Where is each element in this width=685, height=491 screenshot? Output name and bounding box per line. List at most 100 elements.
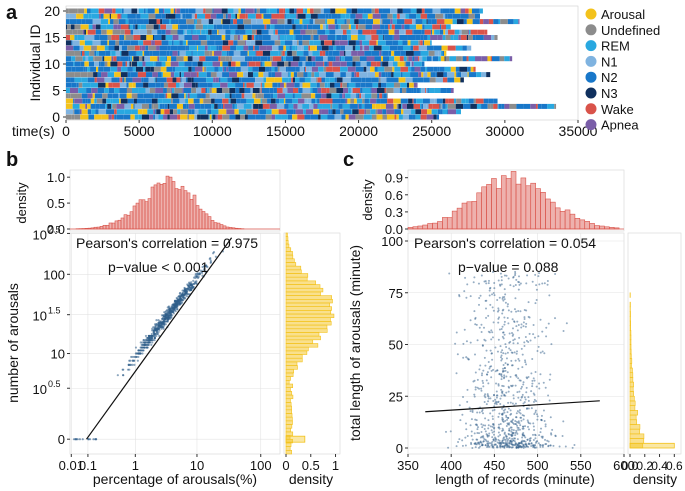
- hypnogram-segment: [247, 56, 253, 62]
- hypnogram-segment: [397, 40, 403, 46]
- data-point: [148, 336, 151, 340]
- hypnogram-segment: [281, 24, 285, 30]
- hypnogram-segment: [417, 77, 424, 83]
- data-point: [476, 432, 479, 435]
- data-point: [497, 400, 500, 403]
- hypnogram-segment: [162, 72, 171, 78]
- hypnogram-segment: [333, 45, 337, 51]
- hypnogram-segment: [166, 66, 173, 72]
- data-point: [520, 326, 523, 329]
- hypnogram-segment: [315, 98, 318, 104]
- hypnogram-segment: [254, 35, 256, 40]
- data-point: [532, 444, 535, 447]
- data-point: [485, 379, 488, 382]
- hypnogram-segment: [468, 29, 470, 35]
- hypnogram-segment: [196, 45, 198, 51]
- hypnogram-segment: [283, 82, 286, 88]
- data-point: [488, 294, 491, 297]
- hypnogram-segment: [370, 114, 372, 120]
- hypnogram-segment: [442, 109, 448, 115]
- data-point: [502, 363, 505, 366]
- hypnogram-segment: [332, 66, 341, 72]
- data-point: [482, 424, 485, 427]
- hypnogram-segment: [426, 88, 428, 93]
- hypnogram-segment: [121, 66, 128, 72]
- histogram-bar: [216, 222, 221, 230]
- data-point: [483, 438, 486, 441]
- histogram-bar: [210, 220, 215, 230]
- hypnogram-segment: [444, 19, 453, 25]
- data-point: [561, 435, 564, 438]
- hypnogram-segment: [68, 93, 71, 99]
- y-tick-label-exponent: 1.5: [48, 306, 61, 316]
- data-point: [520, 419, 523, 422]
- data-point: [155, 331, 159, 334]
- data-point: [487, 279, 490, 282]
- hypnogram-segment: [285, 8, 290, 14]
- hypnogram-segment: [198, 72, 207, 78]
- data-point: [487, 434, 490, 437]
- hypnogram-segment: [278, 35, 280, 40]
- hypnogram-segment: [379, 93, 383, 99]
- histogram-bar: [629, 442, 675, 449]
- hypnogram-segment: [279, 8, 284, 14]
- data-point: [491, 425, 494, 428]
- data-point: [518, 336, 521, 339]
- data-point: [175, 296, 178, 300]
- hypnogram-segment: [192, 61, 198, 67]
- hypnogram-segment: [462, 56, 467, 62]
- hypnogram-segment: [126, 93, 132, 99]
- data-point: [166, 306, 169, 309]
- data-point: [522, 321, 525, 324]
- hypnogram-segment: [335, 109, 341, 115]
- x-tick-label: 450: [484, 458, 506, 473]
- hypnogram-segment: [307, 24, 310, 30]
- data-point: [500, 359, 503, 362]
- hypnogram-segment: [325, 19, 328, 25]
- hypnogram-segment: [440, 109, 443, 115]
- data-point: [538, 434, 541, 437]
- hypnogram-segment: [205, 88, 208, 93]
- data-point: [510, 331, 513, 334]
- hypnogram-segment: [378, 82, 382, 88]
- hypnogram-segment: [393, 72, 401, 78]
- hypnogram-segment: [272, 56, 275, 62]
- hypnogram-segment: [197, 50, 205, 56]
- hypnogram-segment: [382, 50, 389, 56]
- hypnogram-segment: [255, 29, 257, 35]
- hypnogram-segment: [490, 103, 494, 109]
- hypnogram-segment: [415, 35, 421, 40]
- histogram-bar: [285, 251, 293, 256]
- hypnogram-segment: [275, 98, 280, 104]
- hypnogram-segment: [270, 93, 274, 99]
- hypnogram-segment: [81, 77, 88, 83]
- hypnogram-segment: [293, 103, 298, 109]
- histogram-bar: [285, 413, 293, 418]
- panel-b-scatter-frame: [69, 232, 281, 455]
- hypnogram-segment: [160, 19, 163, 25]
- hypnogram-segment: [310, 8, 314, 14]
- hypnogram-segment: [347, 40, 349, 46]
- hypnogram-segment: [461, 56, 463, 62]
- hypnogram-segment: [372, 103, 376, 109]
- hypnogram-segment: [162, 103, 165, 109]
- hypnogram-segment: [326, 88, 330, 93]
- histogram-bar: [126, 214, 131, 230]
- hypnogram-segment: [70, 77, 75, 83]
- hypnogram-segment: [315, 56, 324, 62]
- histogram-bar: [515, 183, 522, 230]
- hypnogram-segment: [321, 77, 326, 83]
- hypnogram-segment: [440, 103, 442, 109]
- data-point: [536, 440, 539, 443]
- hypnogram-segment: [191, 66, 195, 72]
- hypnogram-segment: [269, 88, 274, 93]
- hypnogram-segment: [348, 88, 351, 93]
- hypnogram-segment: [518, 19, 520, 25]
- histogram-bar: [195, 205, 200, 230]
- hypnogram-segment: [202, 66, 205, 72]
- histogram-bar: [186, 192, 191, 230]
- hypnogram-segment: [191, 77, 194, 83]
- hypnogram-segment: [408, 66, 412, 72]
- hypnogram-segment: [112, 8, 116, 14]
